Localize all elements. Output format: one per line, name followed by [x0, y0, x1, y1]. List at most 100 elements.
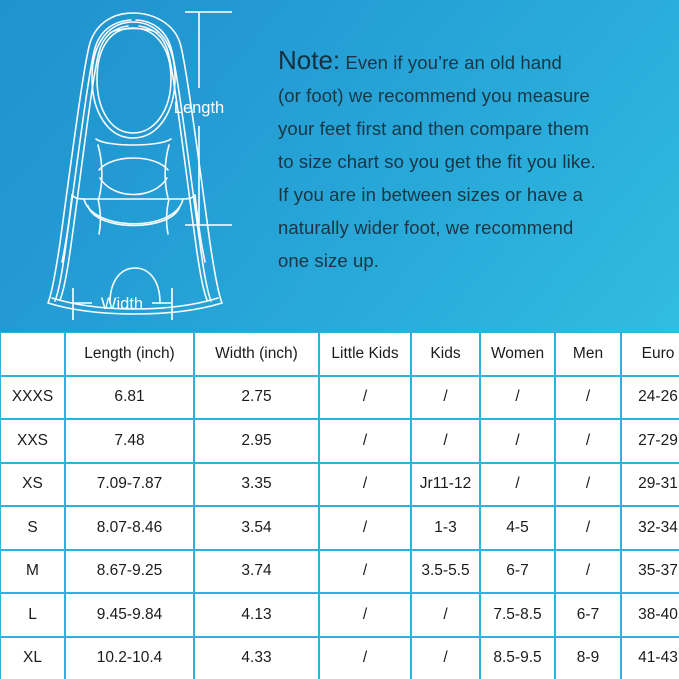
fin-blade-inner-left: [54, 19, 132, 302]
table-row: XL 10.2-10.4 4.33 / / 8.5-9.5 8-9 41-43: [0, 636, 679, 679]
cell-little-kids: /: [319, 636, 411, 679]
cell-kids: /: [411, 419, 480, 463]
fin-blade-outline: [47, 12, 223, 315]
cell-men: /: [555, 419, 621, 463]
header-cell-euro: Euro: [621, 332, 679, 376]
fin-blade-inner-left-2: [59, 25, 129, 301]
cell-euro: 24-26: [621, 375, 679, 419]
length-dimension: [185, 11, 232, 226]
cell-width: 3.35: [194, 462, 319, 506]
cell-width: 3.74: [194, 549, 319, 593]
cell-little-kids: /: [319, 549, 411, 593]
fin-shoulder-right: [194, 194, 206, 263]
table-row: XXXS 6.81 2.75 / / / / 24-26: [0, 375, 679, 419]
fin-heel-opening-inner: [87, 205, 181, 227]
cell-little-kids: /: [319, 506, 411, 550]
cell-kids: 1-3: [411, 506, 480, 550]
header-cell-women: Women: [480, 332, 555, 376]
cell-width: 2.95: [194, 419, 319, 463]
cell-men: 8-9: [555, 636, 621, 679]
table-header-row: Length (inch) Width (inch) Little Kids K…: [0, 332, 679, 376]
fin-blade-inner-right-2: [138, 25, 208, 301]
note-line-3: your feet first and then compare them: [278, 118, 590, 139]
cell-size: XXXS: [0, 375, 65, 419]
cell-euro: 32-34: [621, 506, 679, 550]
cell-width: 3.54: [194, 506, 319, 550]
note-line-4: to size chart so you get the fit you lik…: [278, 151, 596, 172]
note-line-1: Note: Even if you’re an old hand: [278, 44, 670, 79]
header-cell-kids: Kids: [411, 332, 480, 376]
cell-women: /: [480, 419, 555, 463]
note-line-5: If you are in between sizes or have a: [278, 184, 584, 205]
fin-bottom-edge-inner: [51, 297, 219, 310]
cell-little-kids: /: [319, 593, 411, 637]
cell-men: /: [555, 375, 621, 419]
cell-men: 6-7: [555, 593, 621, 637]
cell-kids: /: [411, 636, 480, 679]
size-chart-table: Length (inch) Width (inch) Little Kids K…: [0, 332, 679, 679]
cell-width: 4.13: [194, 593, 319, 637]
table-row: M 8.67-9.25 3.74 / 3.5-5.5 6-7 / 35-37: [0, 549, 679, 593]
cell-length: 8.67-9.25: [65, 549, 194, 593]
header-cell-men: Men: [555, 332, 621, 376]
cell-length: 6.81: [65, 375, 194, 419]
cell-size: XXS: [0, 419, 65, 463]
cell-little-kids: /: [319, 419, 411, 463]
table-row: L 9.45-9.84 4.13 / / 7.5-8.5 6-7 38-40: [0, 593, 679, 637]
cell-size: L: [0, 593, 65, 637]
cell-length: 10.2-10.4: [65, 636, 194, 679]
cell-men: /: [555, 462, 621, 506]
cell-women: 8.5-9.5: [480, 636, 555, 679]
table-row: XXS 7.48 2.95 / / / / 27-29: [0, 419, 679, 463]
cell-euro: 27-29: [621, 419, 679, 463]
fin-blade-inner-right: [135, 19, 212, 302]
header-cell-size: [0, 332, 65, 376]
cell-length: 7.48: [65, 419, 194, 463]
cell-men: /: [555, 549, 621, 593]
table-row: S 8.07-8.46 3.54 / 1-3 4-5 / 32-34: [0, 506, 679, 550]
cell-little-kids: /: [319, 375, 411, 419]
cell-kids: 3.5-5.5: [411, 549, 480, 593]
note-block: Note: Even if you’re an old hand (or foo…: [278, 44, 670, 277]
header-cell-length: Length (inch): [65, 332, 194, 376]
cell-width: 4.33: [194, 636, 319, 679]
note-line-1-text: Even if you’re an old hand: [345, 52, 562, 73]
cell-kids: /: [411, 375, 480, 419]
cell-men: /: [555, 506, 621, 550]
note-line-6: naturally wider foot, we recommend: [278, 217, 574, 238]
cell-kids: /: [411, 593, 480, 637]
cell-euro: 41-43: [621, 636, 679, 679]
length-label: Length: [174, 99, 224, 117]
cell-size: M: [0, 549, 65, 593]
table-row: XS 7.09-7.87 3.35 / Jr11-12 / / 29-31: [0, 462, 679, 506]
width-dimension: [72, 288, 173, 320]
cell-size: S: [0, 506, 65, 550]
header-cell-little-kids: Little Kids: [319, 332, 411, 376]
cell-length: 8.07-8.46: [65, 506, 194, 550]
note-line-7: one size up.: [278, 250, 379, 271]
fin-foot-pocket-inner: [96, 27, 172, 134]
fin-heel-strap-top: [71, 194, 196, 200]
fin-midfoot-left: [97, 144, 103, 199]
note-line-2: (or foot) we recommend you measure: [278, 85, 590, 106]
cell-little-kids: /: [319, 462, 411, 506]
cell-kids: Jr11-12: [411, 462, 480, 506]
cell-length: 7.09-7.87: [65, 462, 194, 506]
width-label: Width: [101, 295, 143, 313]
fin-instep-arc-2: [99, 177, 168, 196]
fin-instep-arc-1: [98, 157, 169, 171]
cell-length: 9.45-9.84: [65, 593, 194, 637]
fin-foot-pocket-outer: [91, 21, 176, 139]
note-heading: Note:: [278, 45, 341, 75]
fin-midfoot-top-edge: [95, 138, 172, 146]
cell-euro: 35-37: [621, 549, 679, 593]
cell-width: 2.75: [194, 375, 319, 419]
fin-bottom-vent: [109, 267, 161, 304]
cell-women: 7.5-8.5: [480, 593, 555, 637]
header-cell-width: Width (inch): [194, 332, 319, 376]
cell-size: XL: [0, 636, 65, 679]
illustration-and-note-area: Length Width Note: Even if you’re an old…: [0, 0, 679, 332]
cell-women: /: [480, 462, 555, 506]
cell-euro: 38-40: [621, 593, 679, 637]
